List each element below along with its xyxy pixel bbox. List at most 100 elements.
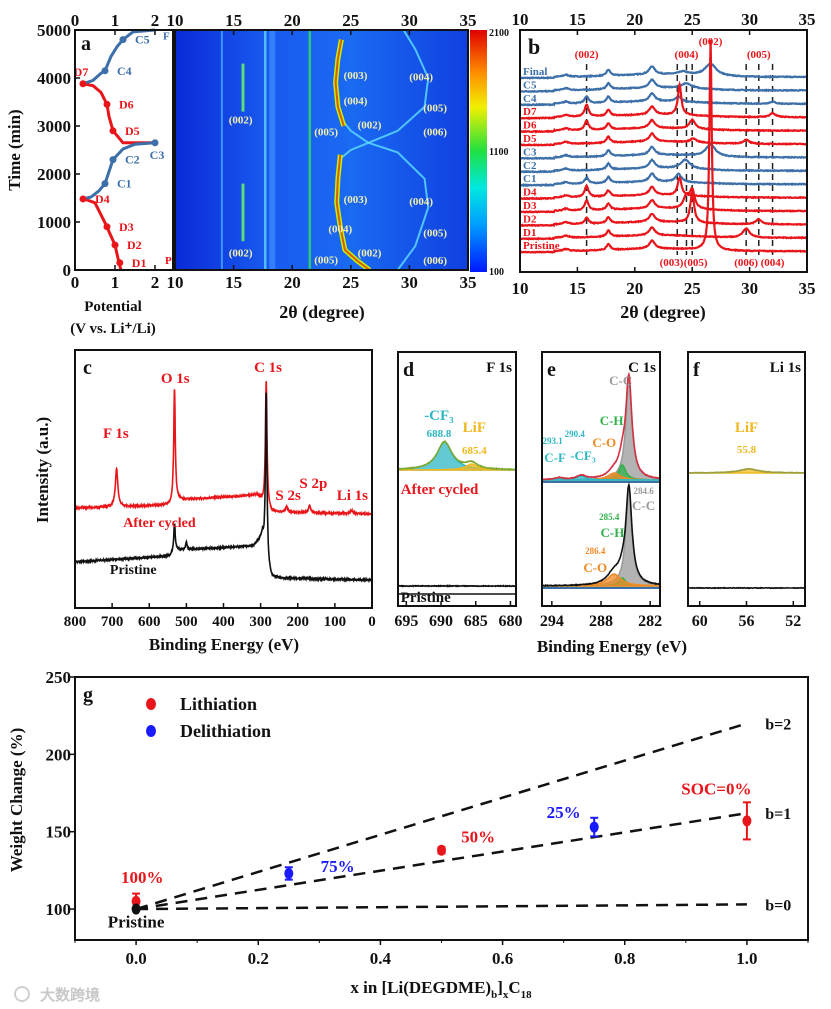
panel-title: F 1s — [486, 360, 512, 376]
plot-frame — [397, 351, 517, 607]
curve-label: D6 — [523, 120, 537, 132]
x-axis-title-part: x in [Li(DEGDME) — [350, 978, 491, 997]
state-label: C5 — [135, 33, 150, 47]
y-tick-label: 150 — [46, 823, 72, 842]
panel-title: Li 1s — [770, 360, 801, 376]
x-tick-label: 500 — [175, 614, 198, 630]
x-tick-label: 25 — [342, 273, 359, 292]
x-tick-label: 30 — [741, 10, 758, 29]
x-axis-title-part: 18 — [521, 989, 533, 1001]
peak-index-label: (005) — [314, 254, 338, 266]
panel-label: g — [83, 684, 93, 706]
x-tick-label: 0 — [71, 11, 80, 30]
point-label: 100% — [121, 868, 164, 887]
plot-frame — [74, 29, 174, 271]
x-tick-label: 0.2 — [248, 949, 269, 968]
peak-label: -CF₃ — [570, 448, 596, 463]
heatmap-features — [220, 30, 430, 270]
peak-label: 685.4 — [462, 445, 487, 457]
point-label: 75% — [321, 857, 355, 876]
x-tick-label: 600 — [138, 614, 161, 630]
x-tick-label: 0.4 — [370, 949, 392, 968]
reflection-label: (002) — [699, 36, 723, 48]
peak-index-label: (004) — [328, 224, 352, 236]
peak-label: 285.4 — [599, 512, 620, 522]
y-tick-label: 200 — [46, 745, 72, 764]
component-c-c — [541, 377, 661, 481]
x-tick-label: 282 — [638, 613, 662, 630]
y-tick-label: 3000 — [37, 117, 71, 136]
envelope-1 — [688, 586, 805, 590]
x-tick-label: 35 — [799, 10, 816, 29]
curve-label: D5 — [523, 133, 537, 145]
plot-frame — [519, 29, 808, 273]
data-point-delithiation — [284, 867, 294, 879]
x-axis-title: x in [Li(DEGDME)b]xC18 — [350, 978, 532, 1001]
peak-label: After cycled — [123, 516, 196, 531]
peak-label: Li 1s — [337, 488, 368, 504]
charge-curve — [82, 141, 156, 201]
peak-label: -CF₃ — [424, 408, 454, 424]
peak-trace — [368, 141, 430, 270]
curve-label: C5 — [523, 79, 537, 91]
x-tick-label: 10 — [512, 10, 529, 29]
y-axis-title: Time (min) — [5, 109, 24, 190]
xps-x-axis-title: Binding Energy (eV) — [537, 637, 687, 656]
x-tick-label: 2 — [151, 11, 160, 30]
peak-trace-core — [334, 39, 345, 127]
envelope-1 — [398, 584, 517, 588]
x-tick-label: 1 — [111, 11, 120, 30]
state-marker — [111, 241, 119, 249]
point-label: SOC=0% — [681, 780, 751, 799]
state-marker — [103, 100, 111, 108]
state-marker — [101, 180, 109, 188]
x-axis-title: 2θ (degree) — [279, 302, 365, 323]
peak-label: 284.6 — [633, 486, 654, 496]
charge-curve — [82, 28, 156, 86]
peak-index-label: (002) — [358, 248, 382, 260]
y-tick-label: 250 — [46, 668, 72, 687]
peak-trace — [368, 30, 430, 144]
panel-f: LiF 55.8 f Li 1s 60 56 52 — [687, 351, 806, 630]
x-tick-label: 10 — [512, 279, 529, 298]
curve-label: Final — [523, 66, 547, 78]
survey-spectrum-0 — [74, 381, 373, 517]
y-tick-label: 100 — [46, 900, 72, 919]
peak-index-label: (005) — [423, 103, 447, 115]
x-tick-label: 30 — [401, 273, 418, 292]
x-tick-label: 700 — [101, 614, 124, 630]
x-tick-label: 20 — [284, 273, 301, 292]
component-c-f — [541, 477, 660, 481]
x-tick-label: 294 — [540, 613, 564, 630]
fit-label: b=2 — [765, 716, 791, 733]
panel-d: -CF₃ 688.8 LiF 685.4 After cycled Pristine d F … — [394, 351, 522, 630]
component--cf3 — [397, 441, 517, 471]
fit-label: b=1 — [765, 806, 791, 823]
peak-label: C-O — [583, 560, 607, 575]
peak-label: LiF — [463, 420, 486, 436]
point-label: 25% — [547, 803, 581, 822]
xrd-curve-c2 — [520, 157, 807, 174]
x-tick-label: 30 — [741, 279, 758, 298]
xrd-curve-d6 — [520, 117, 807, 134]
peak-index-label: (002) — [229, 248, 253, 260]
peak-label: F 1s — [103, 426, 129, 442]
peak-index-label: (004) — [344, 95, 368, 107]
x-axis-title-part: C — [508, 978, 520, 997]
peak-label: 286.4 — [585, 546, 606, 556]
x-tick-label: 680 — [498, 613, 522, 630]
panel-a-heatmap: (002) (003) (004) (002) (005) (004) (005) (006)… — [167, 11, 510, 323]
fit-line-b=1 — [135, 811, 748, 911]
plot-frame — [174, 29, 469, 271]
x-tick-label: 400 — [212, 614, 235, 630]
plot-frame — [687, 351, 806, 607]
x-tick-label: 30 — [401, 11, 418, 30]
state-label: D6 — [119, 97, 134, 111]
x-tick-label: 10 — [167, 11, 184, 30]
panel-label: b — [528, 34, 540, 59]
envelope-1 — [541, 482, 660, 588]
reflection-label: (002) — [575, 49, 599, 61]
peak-label: C-H — [600, 413, 624, 428]
peak-label: C-O — [592, 435, 616, 450]
